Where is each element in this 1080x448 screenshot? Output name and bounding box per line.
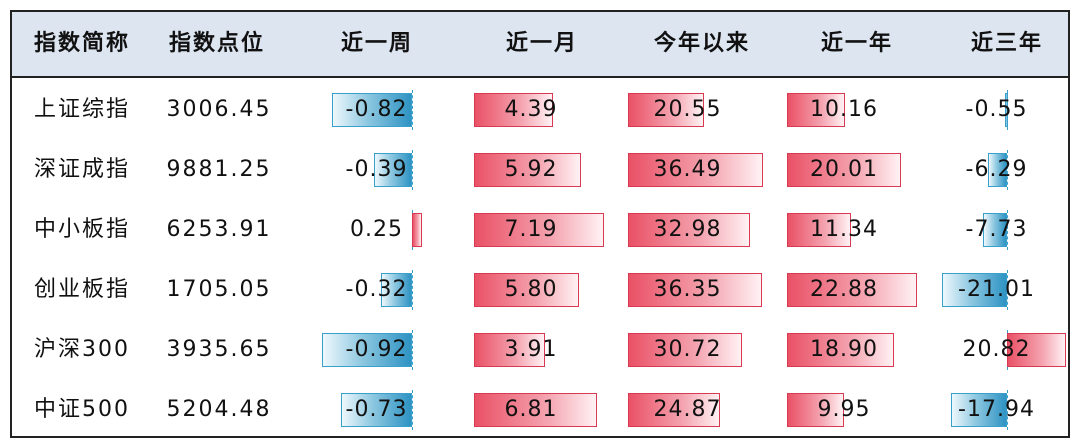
header-ytd: 今年以来 <box>653 31 750 56</box>
return-value: 20.82 <box>962 337 1031 362</box>
return-value: 36.49 <box>653 157 722 182</box>
databar <box>1005 93 1009 127</box>
databar <box>474 393 598 427</box>
return-value: -17.94 <box>958 397 1035 422</box>
return-value: 0.25 <box>350 217 403 242</box>
databar <box>628 273 763 307</box>
databar <box>987 153 1007 187</box>
databar <box>787 393 844 427</box>
databar-axis <box>1007 390 1008 430</box>
index-points: 5204.48 <box>166 397 272 422</box>
index-points: 6253.91 <box>166 217 272 242</box>
databar <box>628 153 763 187</box>
databar <box>942 273 1007 307</box>
return-value: -0.32 <box>345 277 408 302</box>
databar <box>331 93 412 127</box>
return-value: 7.19 <box>504 217 558 242</box>
index-points: 9881.25 <box>166 157 272 182</box>
databar <box>474 153 582 187</box>
return-value: -0.73 <box>345 397 408 422</box>
index-name: 沪深300 <box>34 337 130 362</box>
databar <box>787 333 895 367</box>
index-name: 中证500 <box>34 397 130 422</box>
return-value: 20.01 <box>810 157 878 182</box>
databar <box>787 153 901 187</box>
databar <box>474 333 545 367</box>
return-value: 5.92 <box>504 157 558 182</box>
databar-axis <box>1007 150 1008 190</box>
index-points: 3006.45 <box>166 97 272 122</box>
databar <box>628 213 750 247</box>
databar-axis <box>412 390 413 430</box>
table-row: 上证综指 3006.45 -0.82 4.39 20.55 10.16 -0.55 <box>12 80 1068 140</box>
table-row: 创业板指 1705.05 -0.32 5.80 36.35 22.88 -21.01 <box>12 260 1068 320</box>
return-value: 36.35 <box>653 277 722 302</box>
index-performance-table: 指数简称 指数点位 近一周 近一月 今年以来 近一年 近三年 上证综指 3006.… <box>10 10 1070 438</box>
header-name: 指数简称 <box>33 31 130 56</box>
table-row: 中证500 5204.48 -0.73 6.81 24.87 9.95 -17.94 <box>12 380 1068 440</box>
table-row: 深证成指 9881.25 -0.39 5.92 36.49 20.01 -6.29 <box>12 140 1068 200</box>
databar <box>787 93 845 127</box>
return-value: 11.34 <box>810 217 878 242</box>
return-value: 32.98 <box>653 217 722 242</box>
databar-axis <box>412 330 413 370</box>
index-points: 3935.65 <box>166 337 272 362</box>
databar <box>787 213 852 247</box>
return-value: -6.29 <box>965 157 1028 182</box>
index-name: 上证综指 <box>33 97 130 122</box>
return-value: 18.90 <box>810 337 878 362</box>
databar <box>474 213 604 247</box>
databar <box>628 333 742 367</box>
databar <box>340 393 412 427</box>
return-value: 9.95 <box>817 397 871 422</box>
databar <box>628 393 720 427</box>
index-name: 中小板指 <box>33 217 130 242</box>
header-week: 近一周 <box>340 31 413 56</box>
return-value: 24.87 <box>653 397 722 422</box>
databar-axis <box>1007 210 1008 250</box>
return-value: 22.88 <box>810 277 878 302</box>
header-month: 近一月 <box>505 31 578 56</box>
header-points: 指数点位 <box>168 31 265 56</box>
return-value: -21.01 <box>958 277 1035 302</box>
databar <box>983 213 1007 247</box>
databar-axis <box>412 270 413 310</box>
return-value: 4.39 <box>504 97 558 122</box>
return-value: -0.39 <box>345 157 408 182</box>
return-value: 10.16 <box>810 97 878 122</box>
index-name: 深证成指 <box>33 157 130 182</box>
return-value: 30.72 <box>653 337 722 362</box>
databar <box>1007 333 1067 367</box>
databar <box>380 273 412 307</box>
databar-axis <box>412 150 413 190</box>
databar <box>628 93 705 127</box>
return-value: -0.55 <box>965 97 1028 122</box>
return-value: 20.55 <box>653 97 722 122</box>
databar <box>474 93 554 127</box>
header-three-year: 近三年 <box>970 31 1043 56</box>
databar <box>951 393 1007 427</box>
databar-axis <box>412 90 413 130</box>
databar-axis <box>1007 270 1008 310</box>
index-name: 创业板指 <box>33 277 130 302</box>
databar <box>373 153 412 187</box>
databar <box>412 213 422 247</box>
header-row: 指数简称 指数点位 近一周 近一月 今年以来 近一年 近三年 <box>12 12 1068 78</box>
databar <box>474 273 579 307</box>
index-points: 1705.05 <box>166 277 272 302</box>
return-value: 6.81 <box>504 397 558 422</box>
header-one-year: 近一年 <box>820 31 893 56</box>
table-row: 中小板指 6253.91 0.25 7.19 32.98 11.34 -7.73 <box>12 200 1068 260</box>
return-value: -0.92 <box>345 337 408 362</box>
table-row: 沪深300 3935.65 -0.92 3.91 30.72 18.90 20.82 <box>12 320 1068 380</box>
return-value: -0.82 <box>345 97 408 122</box>
databar <box>322 333 412 367</box>
return-value: -7.73 <box>965 217 1028 242</box>
databar <box>787 273 917 307</box>
return-value: 5.80 <box>504 277 558 302</box>
return-value: 3.91 <box>504 337 558 362</box>
